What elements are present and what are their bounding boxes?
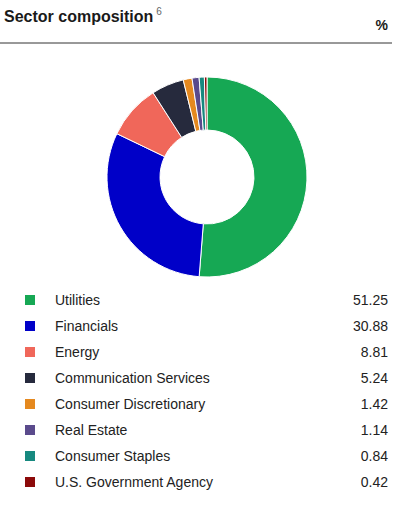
legend-item: Utilities 51.25 [25, 292, 388, 308]
legend-value: 1.42 [361, 396, 388, 412]
legend-item: Communication Services 5.24 [25, 370, 388, 386]
legend-swatch [25, 321, 35, 331]
unit-label: % [376, 17, 389, 33]
legend-value: 30.88 [353, 318, 388, 334]
legend-label: Consumer Staples [55, 448, 170, 464]
legend-label: Energy [55, 344, 99, 360]
slice [204, 77, 207, 130]
slice [107, 134, 203, 277]
title: Sector composition6 [4, 6, 162, 25]
legend-label: U.S. Government Agency [55, 474, 213, 490]
donut [107, 77, 307, 277]
legend-item: Consumer Discretionary 1.42 [25, 396, 388, 412]
legend-swatch [25, 451, 35, 461]
legend-swatch [25, 347, 35, 357]
legend-value: 0.42 [361, 474, 388, 490]
legend-swatch [25, 373, 35, 383]
legend-item: U.S. Government Agency 0.42 [25, 474, 388, 490]
legend-swatch [25, 477, 35, 487]
legend-label: Real Estate [55, 422, 128, 438]
title-text: Sector composition [4, 8, 153, 25]
legend-swatch [25, 425, 35, 435]
header-rule [0, 43, 392, 44]
legend-item: Energy 8.81 [25, 344, 388, 360]
legend-value: 51.25 [353, 292, 388, 308]
legend-value: 8.81 [361, 344, 388, 360]
legend-item: Financials 30.88 [25, 318, 388, 334]
legend-swatch [25, 399, 35, 409]
legend-item: Real Estate 1.14 [25, 422, 388, 438]
title-footnote: 6 [156, 6, 162, 17]
legend-swatch [25, 295, 35, 305]
slice [199, 77, 307, 277]
legend: Utilities 51.25 Financials 30.88 Energy 8.81 C… [25, 292, 388, 490]
legend-label: Financials [55, 318, 118, 334]
legend-value: 0.84 [361, 448, 388, 464]
legend-value: 1.14 [361, 422, 388, 438]
legend-label: Consumer Discretionary [55, 396, 205, 412]
legend-label: Utilities [55, 292, 100, 308]
legend-value: 5.24 [361, 370, 388, 386]
chart: Sector composition6% Utilities 51.25 Financ… [0, 0, 403, 518]
legend-item: Consumer Staples 0.84 [25, 448, 388, 464]
legend-label: Communication Services [55, 370, 210, 386]
